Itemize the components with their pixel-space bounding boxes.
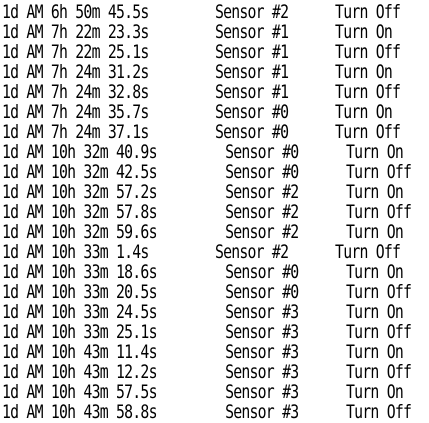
log-action: Turn On [345, 181, 404, 203]
log-timestamp: 1d AM 10h 43m 11.4s [2, 341, 157, 363]
log-sensor: Sensor #2 [225, 201, 299, 223]
log-action: Turn Off [345, 161, 412, 183]
log-action: Turn On [345, 301, 404, 323]
log-row: 1d AM 10h 32m 42.5s Sensor #0 Turn Off [2, 161, 412, 183]
log-sensor: Sensor #1 [214, 41, 289, 63]
log-action: Turn Off [335, 81, 401, 103]
log-sensor: Sensor #0 [214, 121, 289, 143]
log-row: 1d AM 10h 32m 40.9s Sensor #0 Turn On [2, 141, 404, 163]
log-action: Turn Off [335, 121, 401, 143]
log-sensor: Sensor #3 [225, 321, 299, 343]
log-timestamp: 1d AM 10h 33m 18.6s [2, 261, 157, 283]
log-sensor: Sensor #2 [225, 181, 299, 203]
log-timestamp: 1d AM 10h 32m 40.9s [2, 141, 157, 163]
log-sensor: Sensor #3 [225, 361, 299, 383]
log-row: 1d AM 10h 43m 57.5s Sensor #3 Turn On [2, 381, 404, 403]
log-row: 1d AM 7h 22m 23.3s Sensor #1 Turn On [2, 21, 393, 43]
log-row: 1d AM 10h 43m 11.4s Sensor #3 Turn On [2, 341, 404, 363]
log-sensor: Sensor #1 [214, 61, 289, 83]
log-action: Turn Off [335, 1, 401, 23]
log-timestamp: 1d AM 10h 32m 42.5s [2, 161, 157, 183]
log-row: 1d AM 6h 50m 45.5s Sensor #2 Turn Off [2, 1, 401, 23]
log-action: Turn Off [345, 201, 412, 223]
log-timestamp: 1d AM 10h 33m 25.1s [2, 321, 157, 343]
log-action: Turn Off [345, 281, 412, 303]
log-row: 1d AM 7h 24m 35.7s Sensor #0 Turn On [2, 101, 393, 123]
log-timestamp: 1d AM 7h 24m 31.2s [2, 61, 149, 83]
log-row: 1d AM 7h 24m 31.2s Sensor #1 Turn On [2, 61, 393, 83]
log-action: Turn On [345, 261, 404, 283]
log-timestamp: 1d AM 10h 32m 59.6s [2, 221, 157, 243]
log-row: 1d AM 7h 24m 37.1s Sensor #0 Turn Off [2, 121, 401, 143]
log-sensor: Sensor #2 [214, 241, 289, 263]
log-sensor: Sensor #3 [225, 381, 299, 403]
log-action: Turn On [335, 61, 393, 83]
log-row: 1d AM 10h 43m 58.8s Sensor #3 Turn Off [2, 401, 412, 423]
log-sensor: Sensor #3 [225, 341, 299, 363]
log-row: 1d AM 7h 22m 25.1s Sensor #1 Turn Off [2, 41, 401, 63]
log-sensor: Sensor #0 [225, 161, 299, 183]
log-action: Turn On [345, 381, 404, 403]
log-action: Turn Off [335, 241, 401, 263]
log-row: 1d AM 10h 33m 20.5s Sensor #0 Turn Off [2, 281, 412, 303]
log-timestamp: 1d AM 10h 32m 57.2s [2, 181, 157, 203]
log-sensor: Sensor #1 [214, 21, 289, 43]
log-sensor: Sensor #1 [214, 81, 289, 103]
log-timestamp: 1d AM 10h 43m 58.8s [2, 401, 157, 423]
log-sensor: Sensor #0 [225, 261, 299, 283]
log-timestamp: 1d AM 10h 33m 1.4s [2, 241, 149, 263]
log-timestamp: 1d AM 10h 43m 57.5s [2, 381, 157, 403]
log-row: 1d AM 10h 33m 24.5s Sensor #3 Turn On [2, 301, 404, 323]
log-action: Turn On [345, 221, 404, 243]
log-row: 1d AM 10h 33m 18.6s Sensor #0 Turn On [2, 261, 404, 283]
log-timestamp: 1d AM 10h 43m 12.2s [2, 361, 157, 383]
log-row: 1d AM 7h 24m 32.8s Sensor #1 Turn Off [2, 81, 401, 103]
log-row: 1d AM 10h 33m 25.1s Sensor #3 Turn Off [2, 321, 412, 343]
log-row: 1d AM 10h 33m 1.4s Sensor #2 Turn Off [2, 241, 401, 263]
log-sensor: Sensor #2 [214, 1, 289, 23]
log-sensor: Sensor #3 [225, 301, 299, 323]
log-timestamp: 1d AM 10h 33m 24.5s [2, 301, 157, 323]
log-row: 1d AM 10h 32m 57.8s Sensor #2 Turn Off [2, 201, 412, 223]
log-sensor: Sensor #0 [214, 101, 289, 123]
log-timestamp: 1d AM 7h 24m 35.7s [2, 101, 149, 123]
log-timestamp: 1d AM 10h 33m 20.5s [2, 281, 157, 303]
log-action: Turn Off [335, 41, 401, 63]
log-sensor: Sensor #2 [225, 221, 299, 243]
log-action: Turn Off [345, 321, 412, 343]
log-sensor: Sensor #0 [225, 281, 299, 303]
log-action: Turn On [345, 141, 404, 163]
log-timestamp: 1d AM 7h 24m 32.8s [2, 81, 149, 103]
log-action: Turn Off [345, 401, 412, 423]
log-timestamp: 1d AM 7h 22m 23.3s [2, 21, 149, 43]
log-sensor: Sensor #3 [225, 401, 299, 423]
log-row: 1d AM 10h 43m 12.2s Sensor #3 Turn Off [2, 361, 412, 383]
log-action: Turn On [335, 101, 393, 123]
log-action: Turn On [345, 341, 404, 363]
log-timestamp: 1d AM 7h 24m 37.1s [2, 121, 149, 143]
log-action: Turn Off [345, 361, 412, 383]
log-row: 1d AM 10h 32m 59.6s Sensor #2 Turn On [2, 221, 404, 243]
log-action: Turn On [335, 21, 393, 43]
log-row: 1d AM 10h 32m 57.2s Sensor #2 Turn On [2, 181, 404, 203]
log-timestamp: 1d AM 7h 22m 25.1s [2, 41, 149, 63]
log-timestamp: 1d AM 10h 32m 57.8s [2, 201, 157, 223]
log-timestamp: 1d AM 6h 50m 45.5s [2, 1, 149, 23]
log-sensor: Sensor #0 [225, 141, 299, 163]
